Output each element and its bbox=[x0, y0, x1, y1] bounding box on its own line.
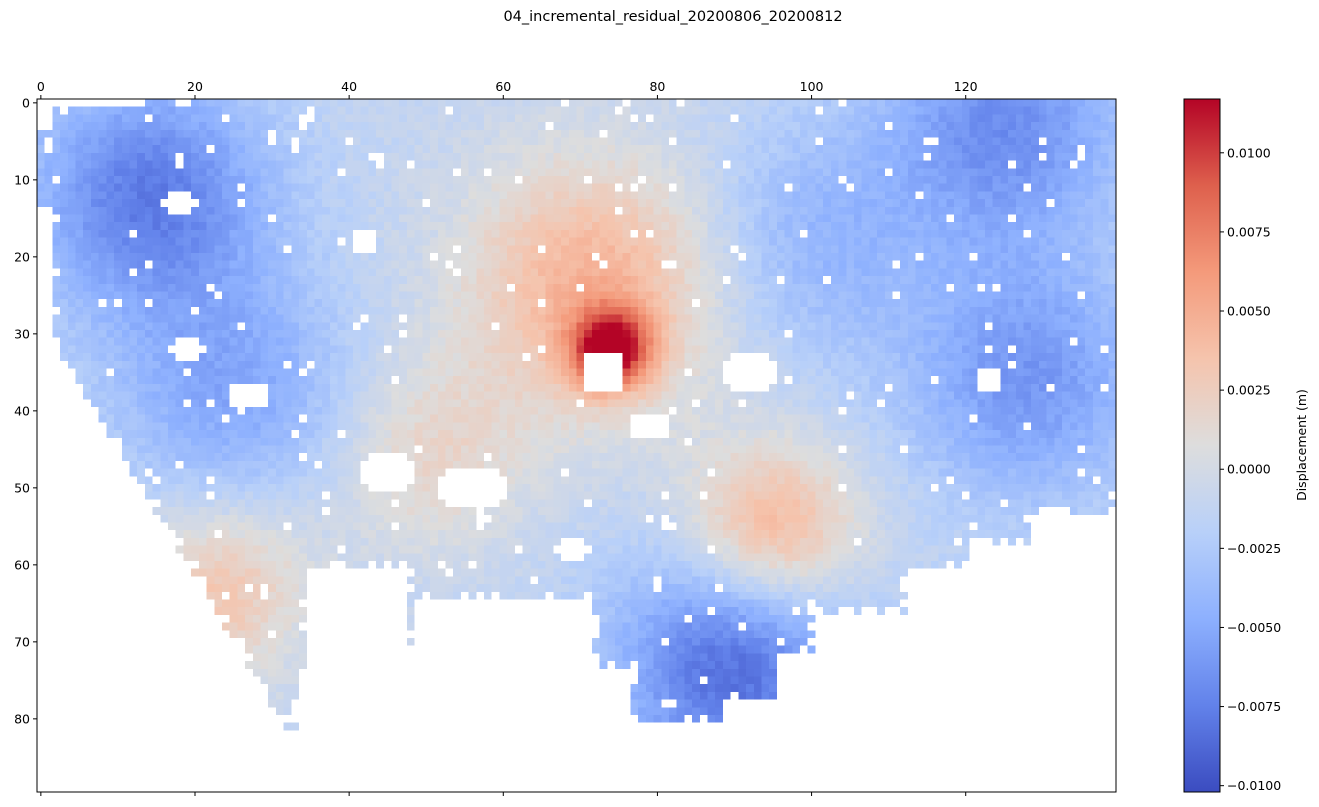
x-tick-label: 80 bbox=[649, 79, 665, 94]
heatmap-image bbox=[37, 99, 1116, 792]
y-axis: 0 10 20 30 40 50 60 70 80 bbox=[14, 95, 37, 726]
x-tick-label: 120 bbox=[954, 79, 978, 94]
y-tick-label: 0 bbox=[22, 95, 30, 110]
x-tick-label: 40 bbox=[341, 79, 357, 94]
colorbar-tick-label: 0.0050 bbox=[1227, 304, 1271, 319]
y-tick-label: 20 bbox=[14, 249, 30, 264]
x-axis-bottom bbox=[40, 792, 967, 796]
y-tick-label: 50 bbox=[14, 480, 30, 495]
x-tick-label: 100 bbox=[800, 79, 824, 94]
y-tick-label: 10 bbox=[14, 172, 30, 187]
y-tick-label: 30 bbox=[14, 326, 30, 341]
y-tick-label: 70 bbox=[14, 634, 30, 649]
colorbar-tick-label: 0.0100 bbox=[1227, 145, 1271, 160]
colorbar-axis: −0.0100 −0.0075 −0.0050 −0.0025 0.0000 0.0025… bbox=[1220, 145, 1281, 793]
plot-frame bbox=[36, 98, 1117, 793]
colorbar-label: Displacement (m) bbox=[1294, 389, 1309, 501]
colorbar-gradient bbox=[1183, 98, 1221, 793]
colorbar-tick-label: 0.0025 bbox=[1227, 383, 1271, 398]
colorbar bbox=[1183, 98, 1221, 793]
x-tick-label: 0 bbox=[37, 79, 45, 94]
colorbar-tick-label: −0.0050 bbox=[1227, 620, 1281, 635]
colorbar-tick-label: 0.0000 bbox=[1227, 462, 1271, 477]
colorbar-tick-label: 0.0075 bbox=[1227, 224, 1271, 239]
y-tick-label: 80 bbox=[14, 711, 30, 726]
y-tick-label: 40 bbox=[14, 403, 30, 418]
chart-title: 04_incremental_residual_20200806_2020081… bbox=[503, 9, 842, 25]
colorbar-tick-label: −0.0100 bbox=[1227, 778, 1281, 793]
colorbar-tick-label: −0.0075 bbox=[1227, 699, 1281, 714]
heatmap-plot-area bbox=[36, 98, 1117, 793]
colorbar-tick-label: −0.0025 bbox=[1227, 541, 1281, 556]
x-tick-label: 20 bbox=[187, 79, 203, 94]
x-axis-top: 0 20 40 60 80 100 120 bbox=[37, 79, 978, 99]
y-tick-label: 60 bbox=[14, 557, 30, 572]
x-tick-label: 60 bbox=[495, 79, 511, 94]
